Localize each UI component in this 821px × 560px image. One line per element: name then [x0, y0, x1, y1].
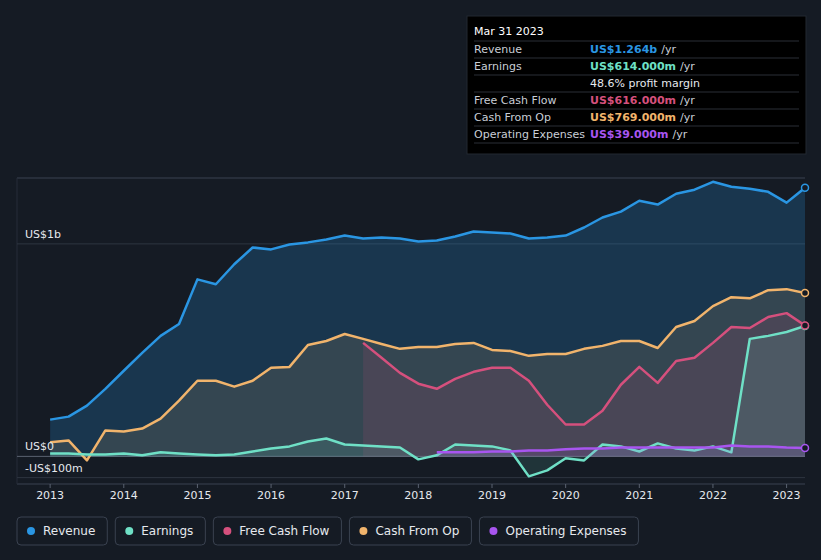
data-group [50, 182, 805, 477]
tooltip-separator [474, 75, 799, 76]
tooltip-label: Operating Expenses [474, 128, 585, 141]
tooltip-title: Mar 31 2023 [474, 25, 544, 38]
line [50, 289, 805, 460]
tooltip-label: Cash From Op [474, 111, 551, 124]
y-tick-label: US$1b [25, 228, 61, 241]
x-tick-label: 2015 [183, 489, 211, 502]
area [50, 289, 805, 460]
y-tick-label: US$0 [25, 440, 54, 453]
legend-box [479, 517, 638, 545]
x-tick-label: 2013 [36, 489, 64, 502]
legend-swatch [27, 527, 35, 535]
x-tick [344, 484, 345, 488]
frame-top [17, 178, 805, 179]
chart: -US$100m US$0 US$1b 2013 2014 2015 2016 2017 201… [0, 0, 821, 560]
x-tick-label: 2018 [404, 489, 432, 502]
area [437, 446, 805, 457]
x-tick-label: 2023 [773, 489, 801, 502]
y-tick-label: -US$100m [25, 462, 83, 475]
tooltip-unit: /yr [672, 128, 687, 141]
tooltip-margin: 48.6% profit margin [590, 77, 700, 90]
tooltip-separator [474, 126, 799, 127]
x-tick [565, 484, 566, 488]
legend-label: Earnings [141, 524, 193, 538]
x-tick [492, 484, 493, 488]
tooltip-unit: /yr [680, 111, 695, 124]
x-tick [123, 484, 124, 488]
legend-item: Cash From Op [349, 517, 471, 545]
tooltip-value: US$39.000m [590, 128, 668, 141]
legend-label: Cash From Op [375, 524, 459, 538]
end-marker [802, 289, 809, 296]
legend-item: Operating Expenses [479, 517, 638, 545]
tooltip-separator [474, 109, 799, 110]
legend-swatch [489, 527, 497, 535]
tooltip-unit: /yr [661, 43, 676, 56]
x-tick [197, 484, 198, 488]
legend-box [115, 517, 205, 545]
legend-item: Revenue [17, 517, 107, 545]
x-tick [639, 484, 640, 488]
tooltip-separator [474, 92, 799, 93]
end-marker [802, 322, 809, 329]
x-tick [271, 484, 272, 488]
legend-swatch [359, 527, 367, 535]
line [437, 446, 805, 453]
x-tick-label: 2021 [625, 489, 653, 502]
tooltip-label: Free Cash Flow [474, 94, 557, 107]
tooltip-separator [474, 41, 799, 42]
end-marker [802, 322, 809, 329]
tooltip-value: US$616.000m [590, 94, 676, 107]
tooltip-value: US$769.000m [590, 111, 676, 124]
tooltip-unit: /yr [680, 60, 695, 73]
x-tick-label: 2020 [552, 489, 580, 502]
tooltip-label: Earnings [474, 60, 522, 73]
legend-box [213, 517, 341, 545]
x-tick [712, 484, 713, 488]
y-axis-line [17, 178, 18, 484]
area [50, 326, 805, 476]
end-marker [802, 445, 809, 452]
tooltip-value: US$1.264b [590, 43, 657, 56]
legend-box [17, 517, 107, 545]
legend-item: Free Cash Flow [213, 517, 341, 545]
x-tick-label: 2014 [110, 489, 138, 502]
tooltip-value: US$614.000m [590, 60, 676, 73]
tooltip-box [467, 16, 806, 154]
legend-label: Operating Expenses [505, 524, 626, 538]
x-tick-label: 2017 [331, 489, 359, 502]
background [0, 0, 821, 560]
tooltip-separator [474, 143, 799, 144]
legend-box [349, 517, 471, 545]
x-tick [418, 484, 419, 488]
x-axis-line [17, 484, 805, 485]
end-marker [802, 184, 809, 191]
legend-swatch [223, 527, 231, 535]
x-tick [786, 484, 787, 488]
legend-swatch [125, 527, 133, 535]
tooltip-separator [474, 58, 799, 59]
line [50, 326, 805, 476]
x-tick-label: 2016 [257, 489, 285, 502]
legend-label: Revenue [43, 524, 95, 538]
x-tick-label: 2022 [699, 489, 727, 502]
grid-line [17, 477, 805, 478]
legend-label: Free Cash Flow [239, 524, 329, 538]
tooltip-unit: /yr [680, 94, 695, 107]
tooltip-label: Revenue [474, 43, 522, 56]
x-tick-label: 2019 [478, 489, 506, 502]
x-tick [50, 484, 51, 488]
legend-item: Earnings [115, 517, 205, 545]
